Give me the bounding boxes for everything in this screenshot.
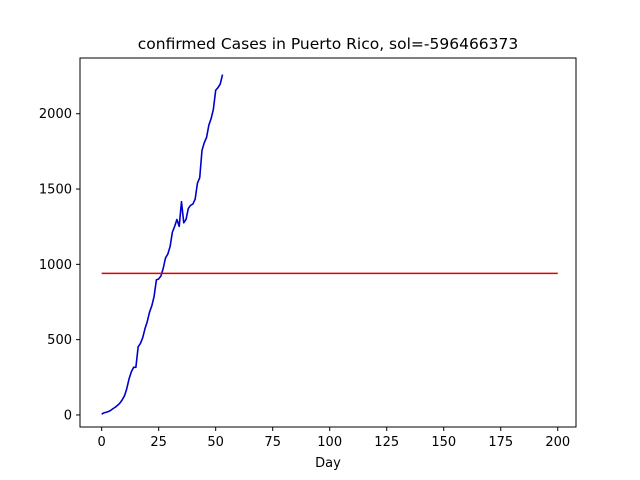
y-tick-label: 1500	[39, 183, 72, 198]
plot-area-frame	[79, 57, 577, 428]
x-tick-label: 0	[98, 435, 106, 450]
y-axis: 0 500 1000 1500 2000	[39, 107, 80, 423]
chart-title: confirmed Cases in Puerto Rico, sol=-596…	[138, 35, 519, 53]
x-tick-label: 175	[488, 435, 513, 450]
series-layer	[101, 74, 558, 415]
series-line-1	[101, 74, 224, 415]
y-tick-label: 1000	[39, 258, 72, 273]
x-tick-label: 150	[431, 435, 456, 450]
y-tick-label: 500	[47, 333, 72, 348]
x-tick-label: 75	[264, 435, 281, 450]
x-tick-label: 25	[150, 435, 167, 450]
x-axis-label: Day	[315, 456, 341, 471]
y-tick-label: 0	[64, 408, 72, 423]
x-tick-label: 200	[545, 435, 570, 450]
y-tick-label: 2000	[39, 107, 72, 122]
x-tick-label: 100	[317, 435, 342, 450]
x-axis: 0 25 50 75 100 125 150 175 200	[98, 427, 570, 450]
x-tick-label: 125	[374, 435, 399, 450]
x-tick-label: 50	[207, 435, 224, 450]
